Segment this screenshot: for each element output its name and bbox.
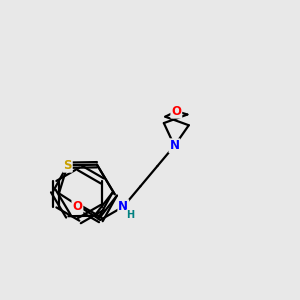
Text: N: N <box>169 139 179 152</box>
Text: O: O <box>171 105 181 118</box>
Text: O: O <box>72 200 82 213</box>
Text: S: S <box>63 159 72 172</box>
Text: N: N <box>118 200 128 213</box>
Text: H: H <box>127 210 135 220</box>
